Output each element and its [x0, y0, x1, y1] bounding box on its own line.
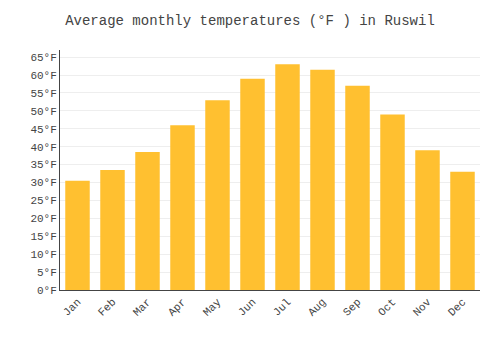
svg-text:35°F: 35°F: [30, 159, 56, 171]
svg-text:Feb: Feb: [96, 296, 118, 318]
svg-text:60°F: 60°F: [30, 70, 56, 82]
svg-text:45°F: 45°F: [30, 124, 56, 136]
svg-text:Nov: Nov: [411, 296, 434, 319]
svg-text:30°F: 30°F: [30, 177, 56, 189]
svg-text:5°F: 5°F: [37, 267, 57, 279]
svg-text:20°F: 20°F: [30, 213, 56, 225]
svg-text:65°F: 65°F: [30, 52, 56, 64]
svg-text:May: May: [201, 296, 224, 319]
svg-text:25°F: 25°F: [30, 195, 56, 207]
svg-text:Average monthly temperatures (: Average monthly temperatures (°F ) in Ru…: [65, 13, 435, 29]
svg-text:Sep: Sep: [341, 296, 363, 318]
svg-text:55°F: 55°F: [30, 88, 56, 100]
svg-text:Jun: Jun: [236, 296, 258, 318]
svg-text:Apr: Apr: [166, 296, 188, 318]
svg-text:10°F: 10°F: [30, 249, 56, 261]
svg-text:Aug: Aug: [306, 296, 328, 318]
svg-text:Jan: Jan: [61, 296, 83, 318]
svg-text:Oct: Oct: [376, 296, 398, 318]
svg-text:15°F: 15°F: [30, 231, 56, 243]
svg-text:Dec: Dec: [446, 296, 468, 318]
svg-text:Jul: Jul: [271, 296, 293, 318]
svg-text:40°F: 40°F: [30, 142, 56, 154]
svg-text:0°F: 0°F: [37, 285, 57, 297]
svg-text:Mar: Mar: [131, 296, 153, 318]
svg-text:50°F: 50°F: [30, 106, 56, 118]
